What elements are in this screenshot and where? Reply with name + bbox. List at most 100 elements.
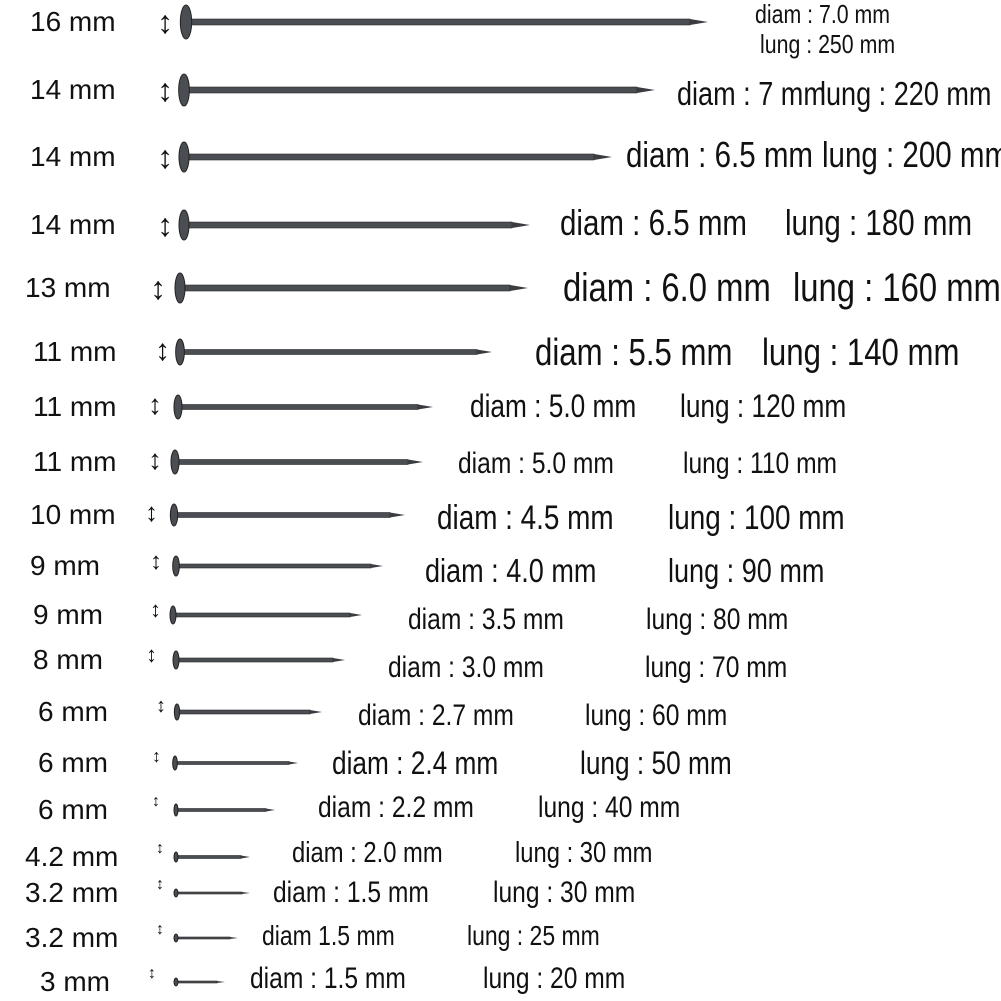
- nail: [173, 851, 250, 863]
- nail-tip: [266, 808, 275, 812]
- nail-tip: [418, 404, 433, 410]
- nail-shaft: [175, 891, 243, 895]
- head-diameter-label: 14 mm: [30, 141, 116, 172]
- head-diameter-label: 3.2 mm: [25, 922, 119, 953]
- nail: [173, 933, 238, 943]
- diameter-spec: diam : 4.0 mm: [425, 551, 597, 589]
- nail: [170, 449, 423, 475]
- nail-shaft: [173, 512, 391, 518]
- nail-shaft: [175, 855, 242, 859]
- diameter-spec: diam : 1.5 mm: [250, 961, 406, 995]
- up-down-arrow-icon: ↕: [156, 840, 164, 857]
- nail: [174, 272, 528, 304]
- diameter-spec: diam : 6.5 mm: [626, 134, 814, 176]
- length-spec: lung : 20 mm: [483, 961, 626, 995]
- nail-head: [173, 888, 179, 898]
- length-spec: lung : 60 mm: [585, 698, 728, 732]
- head-diameter-label: 11 mm: [33, 336, 117, 367]
- nail-shaft: [175, 808, 267, 812]
- nail-shaft: [179, 284, 511, 292]
- nail-shaft: [175, 657, 334, 663]
- length-spec: lung : 30 mm: [493, 875, 636, 909]
- nail-shaft: [183, 221, 513, 229]
- nail: [178, 141, 612, 173]
- up-down-arrow-icon: ↕: [156, 695, 166, 717]
- head-diameter-label: 3.2 mm: [25, 877, 119, 908]
- up-down-arrow-icon: ↕: [157, 72, 173, 108]
- nail-tip: [289, 761, 298, 765]
- up-down-arrow-icon: ↕: [156, 876, 164, 893]
- up-down-arrow-icon: ↕: [157, 207, 173, 243]
- up-down-arrow-icon: ↕: [145, 497, 158, 527]
- nail-head: [172, 555, 180, 577]
- diameter-spec: diam : 6.5 mm: [560, 202, 748, 244]
- length-spec: lung : 100 mm: [668, 499, 845, 538]
- nail: [173, 394, 433, 420]
- diameter-spec: diam : 4.5 mm: [437, 499, 614, 538]
- nail-head: [173, 703, 181, 721]
- nail: [169, 605, 362, 625]
- head-diameter-label: 9 mm: [33, 599, 103, 630]
- up-down-arrow-icon: ↕: [146, 642, 157, 667]
- diameter-spec: diam : 3.0 mm: [388, 650, 544, 684]
- nail-tip: [241, 855, 250, 859]
- nail-tip: [594, 154, 612, 160]
- length-spec: lung : 25 mm: [467, 919, 600, 951]
- nail-head: [173, 803, 179, 817]
- diameter-spec: diam : 7 mm: [677, 74, 826, 112]
- nail-tip: [637, 87, 655, 93]
- nail: [169, 503, 405, 527]
- nail-head: [178, 73, 190, 107]
- nail-tip: [408, 459, 423, 465]
- nail: [172, 555, 383, 577]
- nail-head: [173, 977, 179, 987]
- nail-shaft: [177, 404, 419, 410]
- nail-head: [178, 141, 190, 173]
- nail-shaft: [176, 709, 311, 715]
- head-diameter-label: 10 mm: [30, 499, 116, 530]
- length-spec: lung : 160 mm: [793, 266, 1001, 310]
- diameter-spec: diam : 3.5 mm: [408, 602, 564, 636]
- nail: [179, 4, 708, 40]
- length-spec: lung : 70 mm: [645, 650, 788, 684]
- head-diameter-label: 8 mm: [33, 644, 103, 675]
- diameter-spec: diam : 7.0 mm: [755, 0, 891, 29]
- diameter-spec: diam : 6.0 mm: [563, 266, 771, 310]
- length-spec: lung : 30 mm: [515, 837, 653, 870]
- nail-shaft: [183, 86, 638, 94]
- head-diameter-label: 13 mm: [25, 272, 111, 303]
- head-diameter-label: 11 mm: [33, 391, 117, 422]
- up-down-arrow-icon: ↕: [156, 921, 164, 938]
- diameter-spec: diam : 1.5 mm: [273, 875, 429, 909]
- up-down-arrow-icon: ↕: [157, 4, 173, 40]
- diameter-spec: diam : 5.0 mm: [470, 388, 637, 425]
- nail-shaft: [175, 936, 231, 940]
- up-down-arrow-icon: ↕: [148, 965, 156, 982]
- head-diameter-label: 11 mm: [33, 446, 117, 477]
- nail-head: [169, 605, 177, 625]
- nail-tip: [477, 349, 492, 355]
- head-diameter-label: 16 mm: [30, 6, 116, 37]
- nail-tip: [230, 937, 238, 939]
- nail-head: [172, 650, 180, 670]
- up-down-arrow-icon: ↕: [152, 746, 161, 766]
- up-down-arrow-icon: ↕: [150, 270, 166, 306]
- nail-head: [179, 4, 193, 40]
- nail-head: [173, 851, 179, 863]
- length-spec: lung : 110 mm: [683, 446, 838, 480]
- length-spec: lung : 50 mm: [580, 745, 732, 782]
- diameter-spec: diam 1.5 mm: [262, 919, 395, 951]
- length-spec: lung : 250 mm: [760, 28, 896, 59]
- head-diameter-label: 6 mm: [38, 696, 108, 727]
- length-spec: lung : 80 mm: [646, 602, 789, 636]
- nail-tip: [242, 892, 250, 894]
- nail: [178, 209, 530, 241]
- head-diameter-label: 14 mm: [30, 74, 116, 105]
- nail-tip: [512, 222, 530, 228]
- head-diameter-label: 6 mm: [38, 747, 108, 778]
- nail: [175, 338, 492, 366]
- nail: [173, 977, 225, 987]
- nail-shaft: [179, 349, 478, 355]
